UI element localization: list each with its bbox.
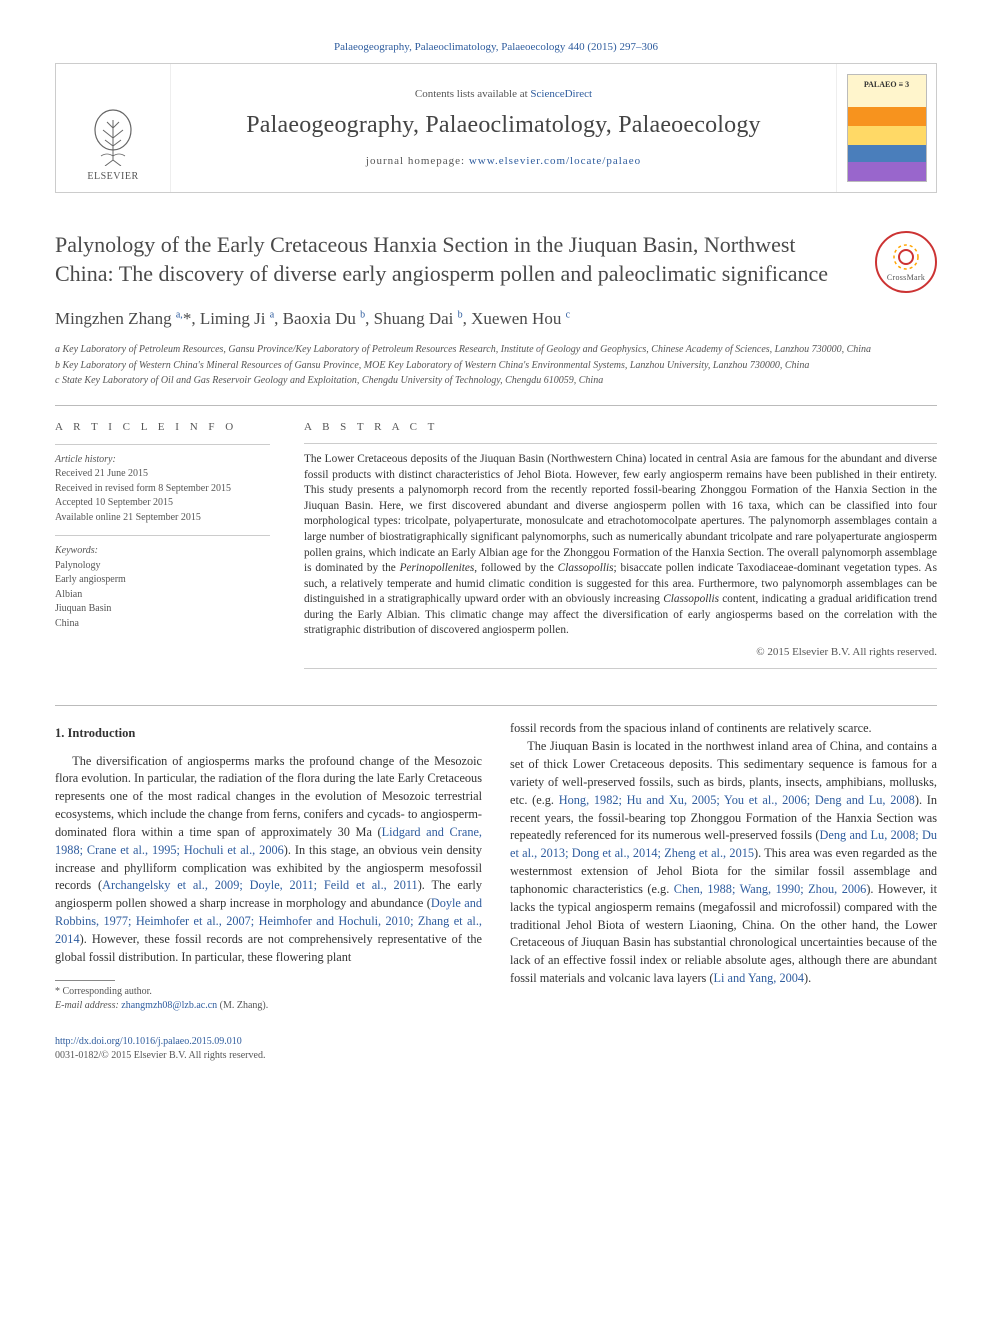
- affiliation-a: a Key Laboratory of Petroleum Resources,…: [55, 343, 937, 358]
- elsevier-logo[interactable]: ELSEVIER: [87, 108, 138, 184]
- introduction-heading: 1. Introduction: [55, 724, 482, 742]
- corresponding-email-link[interactable]: zhangmzh08@lzb.ac.cn: [121, 1000, 217, 1011]
- doi-link[interactable]: http://dx.doi.org/10.1016/j.palaeo.2015.…: [55, 1036, 242, 1047]
- body-paragraph: fossil records from the spacious inland …: [510, 720, 937, 738]
- page-footer: http://dx.doi.org/10.1016/j.palaeo.2015.…: [55, 1035, 937, 1063]
- meta-divider: [304, 668, 937, 669]
- body-paragraph: The Jiuquan Basin is located in the nort…: [510, 738, 937, 988]
- keyword: China: [55, 617, 270, 632]
- section-divider: [55, 405, 937, 406]
- keyword: Early angiosperm: [55, 573, 270, 588]
- banner-center: Contents lists available at ScienceDirec…: [171, 64, 836, 192]
- abstract-copyright: © 2015 Elsevier B.V. All rights reserved…: [304, 645, 937, 660]
- corresponding-email-name: (M. Zhang).: [220, 1000, 269, 1011]
- authors-line: Mingzhen Zhang a,*, Liming Ji a, Baoxia …: [55, 307, 937, 331]
- homepage-prefix: journal homepage:: [366, 155, 469, 167]
- journal-cover-cell: [836, 64, 936, 192]
- meta-and-abstract: A R T I C L E I N F O Article history: R…: [55, 420, 937, 678]
- contents-prefix: Contents lists available at: [415, 88, 530, 100]
- journal-banner: ELSEVIER Contents lists available at Sci…: [55, 63, 937, 193]
- abstract-column: A B S T R A C T The Lower Cretaceous dep…: [304, 420, 937, 678]
- keyword: Albian: [55, 588, 270, 603]
- elsevier-tree-icon: [89, 108, 137, 166]
- affiliation-b: b Key Laboratory of Western China's Mine…: [55, 359, 937, 374]
- article-info-column: A R T I C L E I N F O Article history: R…: [55, 420, 270, 678]
- abstract-text: The Lower Cretaceous deposits of the Jiu…: [304, 452, 937, 639]
- article-info-heading: A R T I C L E I N F O: [55, 420, 270, 436]
- contents-available-line: Contents lists available at ScienceDirec…: [415, 87, 592, 102]
- publisher-logo-cell: ELSEVIER: [56, 64, 171, 192]
- journal-title: Palaeogeography, Palaeoclimatology, Pala…: [246, 109, 761, 143]
- body-paragraph: The diversification of angiosperms marks…: [55, 753, 482, 967]
- crossmark-label: CrossMark: [887, 272, 925, 283]
- corr-author-label: * Corresponding author.: [55, 985, 482, 999]
- journal-homepage-link[interactable]: www.elsevier.com/locate/palaeo: [469, 155, 641, 167]
- history-online: Available online 21 September 2015: [55, 511, 270, 526]
- history-revised: Received in revised form 8 September 201…: [55, 482, 270, 497]
- sciencedirect-link[interactable]: ScienceDirect: [530, 88, 592, 100]
- history-accepted: Accepted 10 September 2015: [55, 496, 270, 511]
- keyword: Palynology: [55, 559, 270, 574]
- elsevier-wordmark: ELSEVIER: [87, 170, 138, 184]
- affiliations: a Key Laboratory of Petroleum Resources,…: [55, 343, 937, 389]
- meta-divider: [304, 443, 937, 444]
- article-history-block: Article history: Received 21 June 2015 R…: [55, 453, 270, 526]
- journal-homepage-line: journal homepage: www.elsevier.com/locat…: [366, 154, 641, 169]
- meta-divider: [55, 444, 270, 445]
- article-title: Palynology of the Early Cretaceous Hanxi…: [55, 231, 855, 288]
- journal-cover-thumbnail[interactable]: [847, 74, 927, 182]
- history-received: Received 21 June 2015: [55, 467, 270, 482]
- section-divider: [55, 705, 937, 706]
- abstract-heading: A B S T R A C T: [304, 420, 937, 435]
- crossmark-icon: [891, 242, 921, 272]
- issn-copyright-line: 0031-0182/© 2015 Elsevier B.V. All right…: [55, 1050, 265, 1061]
- keywords-heading: Keywords:: [55, 544, 270, 559]
- meta-divider: [55, 535, 270, 536]
- footnote-separator: [55, 980, 115, 981]
- history-heading: Article history:: [55, 453, 270, 468]
- affiliation-c: c State Key Laboratory of Oil and Gas Re…: [55, 374, 937, 389]
- keyword: Jiuquan Basin: [55, 602, 270, 617]
- header-citation[interactable]: Palaeogeography, Palaeoclimatology, Pala…: [55, 40, 937, 55]
- email-label: E-mail address:: [55, 1000, 119, 1011]
- keywords-block: Keywords: Palynology Early angiosperm Al…: [55, 544, 270, 631]
- corresponding-author-footnote: * Corresponding author. E-mail address: …: [55, 985, 482, 1013]
- crossmark-badge[interactable]: CrossMark: [875, 231, 937, 293]
- body-two-column: 1. Introduction The diversification of a…: [55, 720, 937, 1013]
- article-head: Palynology of the Early Cretaceous Hanxi…: [55, 231, 937, 293]
